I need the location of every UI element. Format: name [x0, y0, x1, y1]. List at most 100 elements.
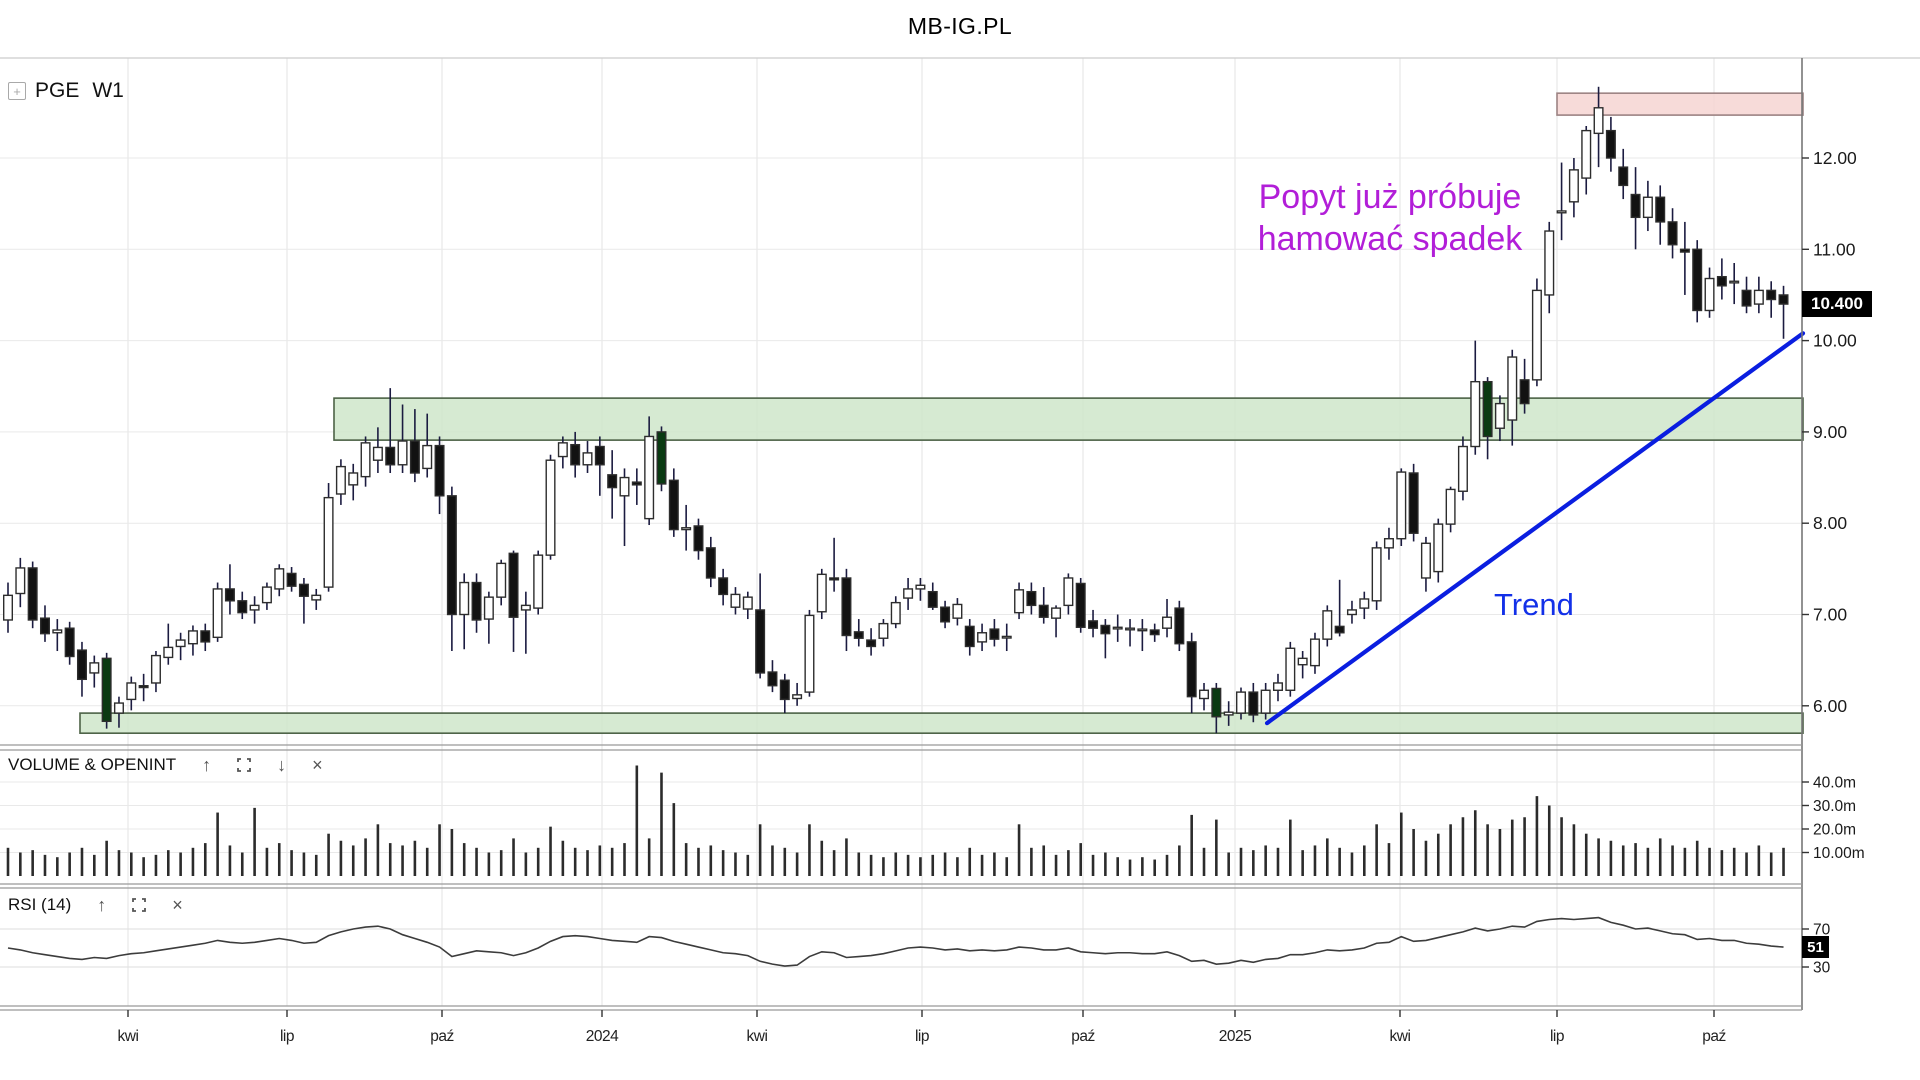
candle: [1186, 641, 1197, 698]
move-up-icon[interactable]: ↑: [97, 895, 107, 915]
move-down-icon[interactable]: ↓: [277, 755, 287, 775]
candle: [1420, 542, 1431, 579]
price-tick-label: 8.00: [1813, 513, 1847, 533]
close-icon[interactable]: ×: [172, 895, 183, 915]
volume-panel-title: VOLUME & OPENINT: [8, 755, 177, 774]
candle: [1014, 589, 1025, 614]
candle: [150, 654, 161, 684]
candle: [1346, 609, 1357, 616]
demand-annotation: Popyt już próbuje hamować spadek: [1190, 176, 1590, 260]
date-tick-label: lip: [915, 1028, 929, 1045]
resistance-zone: [333, 397, 1804, 441]
candle: [1741, 289, 1752, 307]
candle: [545, 459, 556, 556]
candle: [964, 625, 975, 648]
candle: [27, 567, 38, 621]
maximize-icon[interactable]: [237, 758, 252, 772]
candle: [1297, 657, 1308, 666]
candle: [841, 577, 852, 637]
candle: [903, 588, 914, 599]
candle: [298, 583, 309, 597]
rsi-panel-header: RSI (14) ↑ ×: [8, 895, 183, 915]
candle: [1679, 248, 1690, 253]
candle: [323, 496, 334, 588]
volume-tick-label: 10.00m: [1813, 845, 1865, 862]
candle: [557, 442, 568, 458]
candle: [1692, 248, 1703, 312]
rsi-value-badge: 51: [1802, 936, 1829, 958]
candle: [1322, 610, 1333, 640]
candle: [1704, 277, 1715, 312]
candle: [1605, 129, 1616, 159]
candle: [1457, 445, 1468, 492]
candle: [1593, 107, 1604, 135]
candle: [1088, 620, 1099, 629]
zones-layer: [79, 92, 1804, 734]
move-up-icon[interactable]: ↑: [202, 755, 212, 775]
candle: [1285, 647, 1296, 691]
symbol-label: + PGE W1: [8, 79, 124, 103]
close-icon[interactable]: ×: [312, 755, 323, 775]
candle: [348, 472, 359, 486]
date-tick-label: paź: [1071, 1028, 1095, 1045]
candle: [594, 445, 605, 466]
candle: [570, 443, 581, 466]
candle: [755, 609, 766, 674]
support-zone: [79, 712, 1804, 734]
candle: [853, 631, 864, 639]
candle: [459, 581, 470, 616]
price-tick-label: 12.00: [1813, 148, 1857, 168]
candle: [631, 481, 642, 486]
candle: [890, 601, 901, 625]
candle: [1100, 624, 1111, 635]
candle: [101, 657, 112, 723]
rsi-panel-title: RSI (14): [8, 895, 72, 914]
volume-tick-label: 40.0m: [1813, 775, 1856, 792]
candle: [730, 593, 741, 608]
borders-layer: [0, 57, 1920, 1011]
date-tick-label: paź: [430, 1028, 454, 1045]
candle: [1063, 577, 1074, 607]
candle: [705, 547, 716, 579]
candle: [1519, 379, 1530, 405]
candle: [1199, 689, 1210, 700]
candle: [89, 662, 100, 674]
price-tick-label: 11.00: [1813, 239, 1856, 259]
candle: [1001, 635, 1012, 639]
rsi-tick-label: 70: [1813, 922, 1831, 939]
candle: [656, 431, 667, 485]
candle: [668, 479, 679, 531]
volume-bars-layer: [6, 765, 1785, 876]
candle: [1149, 629, 1160, 636]
candle: [1766, 289, 1777, 301]
volume-tick-label: 30.0m: [1813, 798, 1856, 815]
candle: [1655, 196, 1666, 223]
candle: [915, 584, 926, 590]
candle: [619, 476, 630, 497]
candle: [1112, 626, 1123, 630]
candle: [1075, 582, 1086, 628]
candle: [1334, 625, 1345, 634]
candle: [582, 452, 593, 466]
expand-plus-icon[interactable]: +: [8, 82, 26, 100]
candle: [977, 632, 988, 643]
candle: [1618, 166, 1629, 187]
date-tick-label: lip: [1550, 1028, 1564, 1045]
candle: [1125, 627, 1136, 631]
candle: [742, 596, 753, 610]
candle: [1433, 523, 1444, 573]
price-tick-label: 9.00: [1813, 422, 1847, 442]
candle: [1026, 590, 1037, 607]
candle: [804, 614, 815, 693]
candle: [39, 617, 50, 635]
candle: [1642, 196, 1653, 219]
maximize-icon[interactable]: [132, 898, 147, 912]
candle: [693, 525, 704, 552]
trend-line[interactable]: [1264, 331, 1806, 726]
candle: [952, 603, 963, 619]
candle: [989, 628, 1000, 640]
candle: [1309, 638, 1320, 667]
candle: [274, 568, 285, 590]
